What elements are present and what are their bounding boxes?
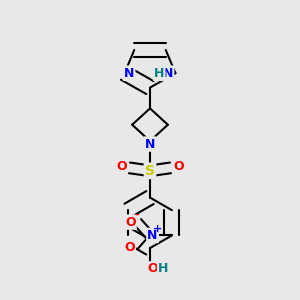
Text: -: - [134,210,139,220]
Text: N: N [147,229,158,242]
Text: O: O [148,262,158,275]
Text: N: N [124,67,134,80]
Text: H: H [154,67,164,80]
Text: N: N [163,67,173,80]
Text: S: S [145,164,155,178]
Text: O: O [125,216,136,229]
Text: O: O [116,160,127,173]
Text: O: O [124,241,135,254]
Text: N: N [145,138,155,151]
Text: H: H [158,262,169,275]
Text: +: + [152,224,162,234]
Text: O: O [173,160,184,173]
